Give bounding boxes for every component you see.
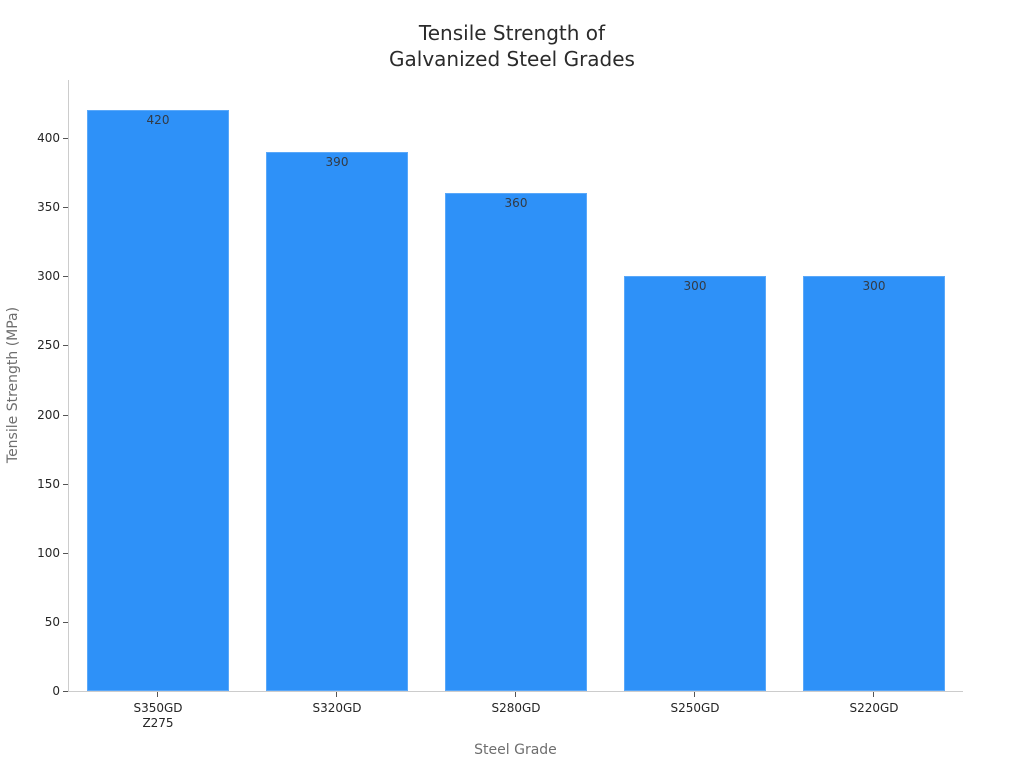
bar: 420 xyxy=(87,110,229,691)
x-tick-label-line: S220GD xyxy=(849,701,899,715)
y-tick-label: 200 xyxy=(37,407,60,422)
bar-value-label: 420 xyxy=(146,113,170,128)
y-tick-mark xyxy=(63,138,68,139)
x-tick-label-line: S250GD xyxy=(670,701,720,715)
x-tick-label-line: S320GD xyxy=(312,701,362,715)
chart-title-line-2: Galvanized Steel Grades xyxy=(389,47,635,71)
bar: 360 xyxy=(445,193,587,691)
y-axis-line xyxy=(68,80,69,692)
x-tick-label: S350GD Z275 xyxy=(87,701,229,731)
bar-value-label: 300 xyxy=(862,279,886,294)
x-tick-label: S320GD xyxy=(266,701,408,716)
x-tick-mark xyxy=(336,692,337,697)
y-tick-label: 50 xyxy=(44,614,60,629)
y-tick: 200 xyxy=(0,408,68,422)
x-tick-label: S250GD xyxy=(624,701,766,716)
y-tick-mark xyxy=(63,345,68,347)
y-tick-label: 100 xyxy=(37,545,60,560)
bar: 390 xyxy=(266,151,408,691)
y-tick-mark xyxy=(63,552,68,554)
x-tick-mark xyxy=(157,692,158,697)
bar-value-label: 300 xyxy=(683,279,707,294)
x-tick-label: S220GD xyxy=(803,701,945,716)
x-axis-line xyxy=(68,691,963,692)
y-tick-mark xyxy=(63,483,68,485)
y-tick-label: 0 xyxy=(52,684,60,698)
y-tick-mark xyxy=(63,691,68,692)
y-tick-label: 300 xyxy=(37,269,60,284)
x-tick-label-line: S350GD xyxy=(133,701,183,715)
y-tick-mark xyxy=(63,276,68,278)
y-tick-label: 400 xyxy=(37,131,60,145)
bar-value-label: 360 xyxy=(504,196,528,211)
y-tick-label: 350 xyxy=(37,200,60,215)
bar: 300 xyxy=(803,276,945,691)
y-tick: 300 xyxy=(0,269,68,283)
chart-title: Tensile Strength of Galvanized Steel Gra… xyxy=(0,20,1024,72)
x-tick-mark xyxy=(694,692,695,697)
y-tick: 100 xyxy=(0,546,68,560)
x-tick-label-line: Z275 xyxy=(142,716,174,730)
bar-value-label: 390 xyxy=(325,154,349,169)
x-tick-label-line: S280GD xyxy=(491,701,541,715)
y-axis-label: Tensile Strength (MPa) xyxy=(5,306,21,464)
y-tick: 400 xyxy=(0,131,68,145)
y-tick-mark xyxy=(63,621,68,623)
y-tick: 350 xyxy=(0,200,68,214)
y-tick: 250 xyxy=(0,338,68,352)
x-axis-label: Steel Grade xyxy=(474,742,557,758)
y-tick: 150 xyxy=(0,477,68,491)
y-tick-label: 250 xyxy=(37,338,60,353)
x-tick-mark xyxy=(873,692,874,697)
y-tick-mark xyxy=(63,414,68,416)
y-tick-mark xyxy=(63,207,68,209)
x-tick-label: S280GD xyxy=(445,701,587,716)
y-tick: 50 xyxy=(0,615,68,629)
y-tick: 0 xyxy=(0,684,68,698)
chart-title-line-1: Tensile Strength of xyxy=(418,21,606,45)
x-tick-mark xyxy=(515,692,516,697)
bar: 300 xyxy=(624,276,766,691)
y-tick-label: 150 xyxy=(37,476,60,491)
